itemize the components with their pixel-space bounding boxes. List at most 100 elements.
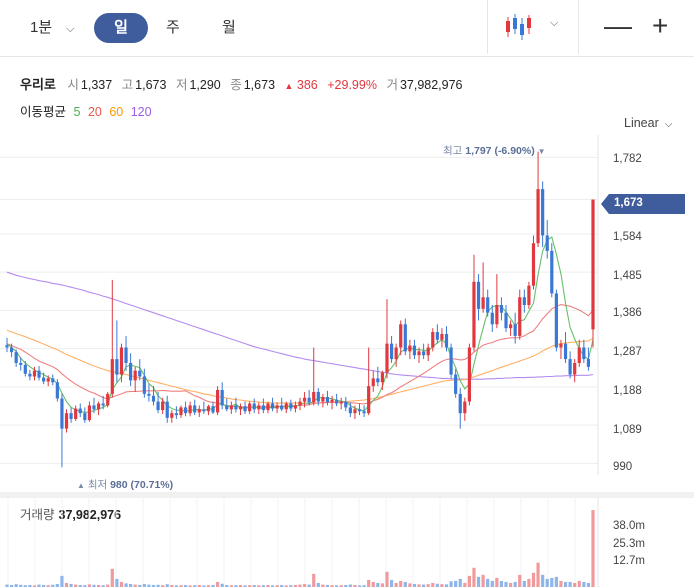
candle-body xyxy=(266,403,270,411)
high-annotation-text: 1,797 (-6.90%) xyxy=(465,145,535,157)
candle-body xyxy=(133,370,137,381)
volume-bar xyxy=(42,584,46,587)
candle-body xyxy=(499,305,504,313)
candle-body xyxy=(280,405,284,410)
volume-bar xyxy=(87,584,92,587)
candle-body xyxy=(472,281,476,348)
volume-bar xyxy=(472,567,476,587)
volume-bar xyxy=(490,580,494,587)
volume-bar xyxy=(422,584,426,587)
candle-body xyxy=(151,395,156,402)
high-annotation-prefix: 최고 xyxy=(443,145,463,157)
candle-body xyxy=(14,352,18,363)
zoom-out-button[interactable]: — xyxy=(604,10,632,41)
candle-body xyxy=(344,401,348,408)
candle-body xyxy=(458,393,462,414)
period-month-tab[interactable]: 월 xyxy=(222,19,236,36)
candle xyxy=(257,402,261,414)
volume-bar xyxy=(339,585,343,587)
candle-body xyxy=(138,370,142,377)
volume-panel-label: 거래량 37,982,976 xyxy=(20,504,121,523)
volume-bar xyxy=(170,584,174,587)
price-chart[interactable] xyxy=(0,135,600,475)
volume-bar xyxy=(257,585,261,587)
period-day-tab[interactable]: 일 xyxy=(94,13,148,43)
volume-bar xyxy=(225,584,229,587)
candle-body xyxy=(170,413,174,418)
candle xyxy=(527,281,531,309)
chart-type-dropdown[interactable]: ⌵ xyxy=(487,0,579,54)
ma-legend-title: 이동평균 xyxy=(20,105,67,119)
moving-average-legend[interactable]: 이동평균 5 20 60 120 xyxy=(20,101,156,120)
candle xyxy=(495,274,499,329)
candle-body xyxy=(476,281,481,309)
candle xyxy=(508,320,513,336)
volume-bar xyxy=(5,584,9,587)
candle-body xyxy=(486,297,490,313)
volume-chart[interactable] xyxy=(0,498,600,587)
candle xyxy=(225,398,229,412)
scale-mode-dropdown[interactable]: Linear ⌵ xyxy=(624,116,672,130)
volume-bar xyxy=(458,578,462,587)
chevron-down-icon: ⌵ xyxy=(66,23,75,35)
volume-bar xyxy=(504,581,508,587)
candlestick-icon xyxy=(506,14,531,40)
candle-body xyxy=(518,297,522,336)
candle-body xyxy=(454,374,458,394)
candle xyxy=(426,343,430,362)
candle-body xyxy=(206,406,211,412)
period-week-tab[interactable]: 주 xyxy=(166,19,180,36)
candle-body xyxy=(275,405,279,409)
volume-label: 거 xyxy=(386,78,398,92)
volume-bar xyxy=(266,584,270,587)
volume-bar xyxy=(550,577,554,587)
period-minute-dropdown[interactable]: 1분 ⌵ xyxy=(30,13,75,43)
volume-bar xyxy=(19,584,23,587)
candle-body xyxy=(444,333,449,348)
candle xyxy=(142,368,146,398)
candle xyxy=(385,299,389,379)
quote-summary: 우리로 시 1,337 고 1,673 저 1,290 종 1,673 ▲ 386 +2… xyxy=(20,74,469,93)
volume-bar xyxy=(293,584,298,587)
candle-body xyxy=(399,324,403,348)
candle xyxy=(522,289,526,313)
volume-bar xyxy=(302,583,307,587)
candle xyxy=(513,312,517,344)
candle-body xyxy=(229,405,233,410)
panel-divider xyxy=(0,492,694,498)
volume-bar xyxy=(357,585,362,587)
candle-body xyxy=(69,413,73,419)
volume-bar xyxy=(508,582,513,587)
low-annotation-prefix: 최저 xyxy=(87,479,108,491)
stock-name: 우리로 xyxy=(20,77,56,92)
y-axis-label: 1,485 xyxy=(613,270,642,282)
candle-body xyxy=(508,324,513,329)
candle-body xyxy=(527,285,531,305)
volume-bar xyxy=(554,576,558,587)
ma120-line xyxy=(6,271,594,380)
volume-bar xyxy=(559,580,563,587)
volume-panel-value: 37,982,976 xyxy=(58,508,122,522)
volume-bar xyxy=(215,581,220,587)
volume-bar xyxy=(582,581,586,587)
candle-body xyxy=(174,413,178,416)
candle-body xyxy=(302,397,307,402)
candle-body xyxy=(183,407,188,414)
candle-body xyxy=(307,397,311,403)
zoom-in-button[interactable]: + xyxy=(652,10,669,41)
candle xyxy=(252,398,256,414)
candle-body xyxy=(19,362,23,365)
candle xyxy=(46,375,50,387)
candle-body xyxy=(106,393,110,406)
candle xyxy=(92,397,96,414)
candle xyxy=(188,401,192,417)
volume-bar xyxy=(151,584,156,587)
volume-bar xyxy=(385,571,389,587)
volume-bar xyxy=(412,583,417,587)
candle xyxy=(367,347,371,416)
candle xyxy=(307,390,311,406)
volume-bar xyxy=(124,583,128,587)
candle-body xyxy=(403,324,407,352)
candle-body xyxy=(142,376,146,394)
volume-bar xyxy=(238,584,243,587)
